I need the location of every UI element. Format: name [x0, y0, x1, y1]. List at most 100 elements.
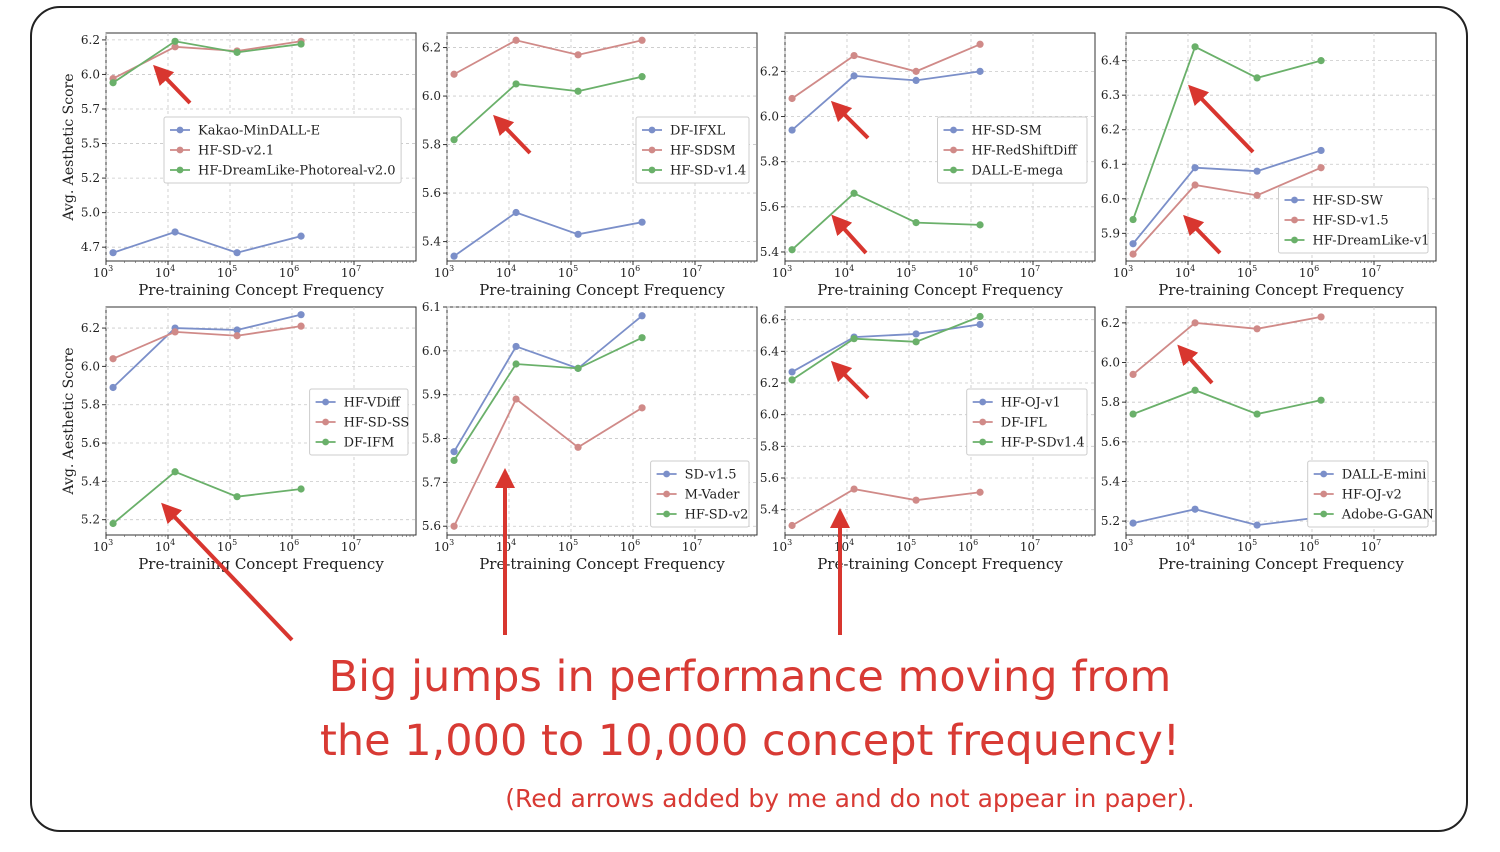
legend-box — [635, 116, 750, 184]
y-tick-label: 5.2 — [81, 171, 100, 185]
x-tick-label: 105 — [1237, 264, 1257, 280]
y-tick-label: 5.5 — [81, 137, 100, 151]
data-point — [512, 395, 520, 403]
data-point — [788, 246, 796, 254]
x-axis-label: Pre-training Concept Frequency — [479, 281, 725, 299]
x-axis-label: Pre-training Concept Frequency — [479, 555, 725, 573]
legend-marker — [663, 470, 670, 478]
x-tick-label: 104 — [1175, 264, 1195, 280]
data-point — [574, 51, 582, 59]
data-point — [297, 485, 305, 493]
x-tick-label: 107 — [1361, 264, 1381, 280]
data-point — [297, 322, 305, 330]
data-point — [512, 360, 520, 368]
x-tick-label: 103 — [93, 538, 113, 554]
x-tick-label: 106 — [958, 538, 978, 554]
chart-panel-3: 103 104 105 106 107 5.4 5.6 5.8 6.0 6.2 Pre-traini… — [760, 32, 1096, 299]
series-line — [112, 231, 302, 254]
data-point — [574, 443, 582, 451]
legend-marker — [322, 418, 329, 426]
legend-label: DF-IFXL — [670, 124, 726, 139]
series-line — [112, 40, 302, 84]
y-tick-label: 5.0 — [81, 206, 100, 220]
data-point — [109, 519, 117, 528]
y-tick-label: 5.2 — [1101, 514, 1120, 528]
legend-label: HF-SD-v2.1 — [198, 144, 274, 159]
series-line — [791, 192, 981, 251]
legend-marker — [979, 398, 987, 406]
legend: Kakao-MinDALL-E HF-SD-v2.1 HF-DreamLike-Ph… — [163, 116, 402, 184]
y-tick-label: 6.4 — [1101, 54, 1120, 68]
data-point — [1253, 74, 1261, 82]
y-axis-label: Avg. Aesthetic Score — [61, 73, 77, 221]
legend-marker — [176, 146, 184, 154]
x-axis-label: Pre-training Concept Frequency — [1158, 555, 1404, 573]
data-point — [976, 221, 984, 229]
data-point — [638, 334, 646, 342]
x-tick-label: 103 — [434, 264, 454, 280]
x-tick-label: 106 — [958, 264, 978, 280]
series-line — [1132, 508, 1322, 527]
data-point — [850, 485, 858, 493]
legend-label: HF-SD-v1.4 — [670, 164, 746, 179]
legend: HF-SD-SM HF-RedShiftDiff DALL-E-mega — [937, 116, 1088, 184]
legend-label: DALL-E-mega — [972, 164, 1064, 179]
data-point — [912, 338, 920, 346]
data-point — [233, 249, 241, 257]
legend-marker — [176, 126, 184, 134]
y-tick-label: 5.8 — [422, 432, 441, 446]
legend-label: DF-IFL — [1001, 416, 1047, 431]
data-point — [788, 521, 796, 530]
data-point — [171, 468, 179, 476]
data-point — [850, 335, 858, 343]
x-tick-label: 105 — [558, 264, 578, 280]
data-point — [171, 228, 179, 236]
y-axis-label: Avg. Aesthetic Score — [61, 347, 77, 495]
legend-marker — [950, 166, 957, 174]
chart-panel-6: 1031041051061075.65.75.85.96.06.1Pre-tra… — [422, 300, 758, 573]
x-tick-label: 105 — [1237, 538, 1257, 554]
x-tick-label: 103 — [1113, 264, 1133, 280]
data-point — [850, 72, 858, 80]
y-tick-label: 5.7 — [422, 475, 441, 489]
y-tick-label: 5.4 — [760, 503, 779, 517]
data-point — [912, 496, 920, 504]
data-point — [233, 332, 241, 340]
series-line — [791, 43, 981, 100]
legend: HF-SD-SW HF-SD-v1.5 HF-DreamLike-v1 — [1278, 186, 1429, 254]
x-tick-label: 104 — [155, 538, 175, 554]
data-point — [1191, 164, 1199, 172]
data-point — [1317, 57, 1325, 65]
legend-marker — [1320, 490, 1328, 498]
y-tick-label: 5.8 — [422, 138, 441, 152]
data-point — [109, 355, 117, 363]
x-tick-label: 107 — [682, 538, 702, 554]
y-tick-label: 5.6 — [81, 436, 100, 450]
data-point — [976, 320, 984, 329]
data-point — [912, 219, 920, 227]
series-line — [453, 315, 643, 453]
data-point — [788, 376, 796, 384]
chart-panel-5: 103 104 105 106 107 5.2 5.4 5.6 5.8 6.0 6.2 Pre-tra… — [61, 306, 417, 573]
data-point — [638, 73, 646, 81]
y-tick-label: 5.6 — [760, 200, 779, 214]
data-point — [1317, 164, 1325, 172]
x-tick-label: 104 — [496, 264, 516, 280]
legend-marker — [979, 418, 987, 426]
y-tick-label: 5.9 — [1101, 226, 1120, 240]
legend-marker — [648, 166, 656, 174]
data-point — [109, 383, 117, 392]
legend-box — [966, 388, 1088, 456]
legend-marker — [1320, 470, 1328, 478]
red-arrow — [830, 360, 870, 400]
y-tick-label: 6.0 — [422, 89, 441, 103]
x-tick-label: 105 — [217, 264, 237, 280]
series-line — [1132, 166, 1322, 255]
y-tick-label: 6.2 — [1101, 123, 1120, 137]
data-point — [976, 488, 984, 496]
y-tick-label: 6.2 — [422, 41, 441, 55]
y-tick-label: 6.2 — [1101, 316, 1120, 330]
legend: DF-IFXL HF-SDSM HF-SD-v1.4 — [635, 116, 750, 184]
legend-marker — [979, 438, 987, 446]
